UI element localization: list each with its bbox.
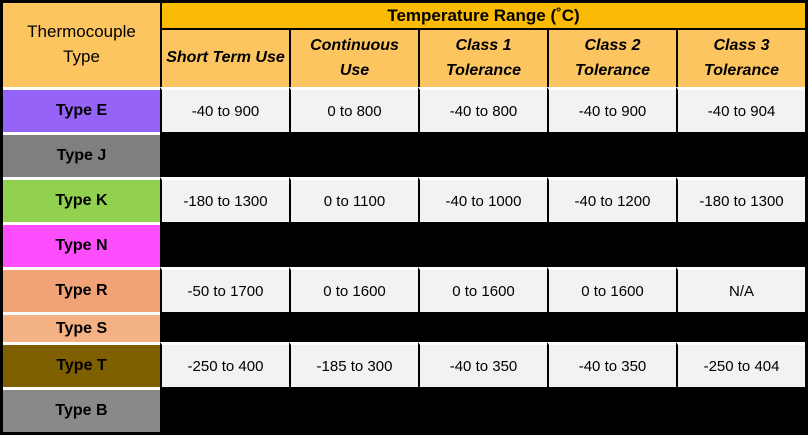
value-cell: -40 to 900 (160, 87, 289, 132)
row-label-type-e: Type E (3, 87, 160, 132)
value-cell: 0 to 1600 (418, 267, 547, 312)
value-cell: 0 to 1600 (289, 267, 418, 312)
table-row-type-j: Type J (3, 132, 806, 177)
column-header-class-2-tolerance: Class 2 Tolerance (547, 30, 676, 87)
row-label-type-n: Type N (3, 222, 160, 267)
row-label-type-k: Type K (3, 177, 160, 222)
redacted-cells (160, 222, 806, 267)
table-row-type-n: Type N (3, 222, 806, 267)
group-header-row: Thermocouple Type Temperature Range (˚C) (3, 3, 806, 87)
column-header-short-term-use: Short Term Use (160, 30, 289, 87)
row-label-type-b: Type B (3, 387, 160, 432)
value-cell: -185 to 300 (289, 342, 418, 387)
table-row-type-k: Type K -180 to 1300 0 to 1100 -40 to 1000 -4… (3, 177, 806, 222)
column-header-class-3-tolerance: Class 3 Tolerance (676, 30, 806, 87)
redacted-cells (160, 312, 806, 342)
table-row-type-s: Type S (3, 312, 806, 342)
row-label-type-j: Type J (3, 132, 160, 177)
value-cell: -40 to 800 (418, 87, 547, 132)
value-cell: -250 to 400 (160, 342, 289, 387)
value-cell: -250 to 404 (676, 342, 806, 387)
value-cell: -180 to 1300 (676, 177, 806, 222)
table-row-type-b: Type B (3, 387, 806, 432)
value-cell: 0 to 800 (289, 87, 418, 132)
value-cell: -40 to 350 (547, 342, 676, 387)
redacted-cells (160, 132, 806, 177)
table-row-type-e: Type E -40 to 900 0 to 800 -40 to 800 -40 to… (3, 87, 806, 132)
value-cell: N/A (676, 267, 806, 312)
column-header-class-1-tolerance: Class 1 Tolerance (418, 30, 547, 87)
value-cell: 0 to 1100 (289, 177, 418, 222)
value-cell: -40 to 350 (418, 342, 547, 387)
value-cell: 0 to 1600 (547, 267, 676, 312)
column-header-continuous-use: Continuous Use (289, 30, 418, 87)
value-cell: -40 to 904 (676, 87, 806, 132)
corner-header-thermocouple-type: Thermocouple Type (3, 3, 160, 87)
column-header-row: Short Term Use Continuous Use Class 1 Tole… (3, 30, 806, 87)
row-label-type-s: Type S (3, 312, 160, 342)
value-cell: -40 to 900 (547, 87, 676, 132)
value-cell: -50 to 1700 (160, 267, 289, 312)
value-cell: -40 to 1200 (547, 177, 676, 222)
table-row-type-t: Type T -250 to 400 -185 to 300 -40 to 350 -4… (3, 342, 806, 387)
row-label-type-r: Type R (3, 267, 160, 312)
redacted-cells (160, 387, 806, 432)
value-cell: -180 to 1300 (160, 177, 289, 222)
table-row-type-r: Type R -50 to 1700 0 to 1600 0 to 1600 0 to … (3, 267, 806, 312)
value-cell: -40 to 1000 (418, 177, 547, 222)
row-label-type-t: Type T (3, 342, 160, 387)
group-header-temperature-range: Temperature Range (˚C) (160, 3, 806, 30)
